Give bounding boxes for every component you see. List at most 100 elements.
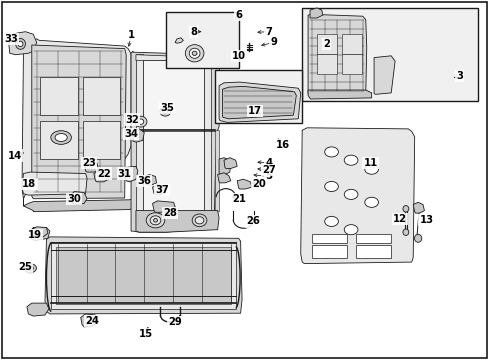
Polygon shape: [215, 130, 219, 211]
Bar: [142, 60, 204, 229]
Ellipse shape: [163, 109, 167, 114]
Text: 20: 20: [252, 179, 265, 189]
Polygon shape: [131, 51, 220, 232]
Text: 34: 34: [124, 129, 138, 139]
Text: 10: 10: [231, 51, 245, 61]
Ellipse shape: [27, 266, 33, 270]
Polygon shape: [309, 8, 322, 18]
Text: 14: 14: [7, 150, 22, 161]
Polygon shape: [216, 31, 237, 41]
Text: 11: 11: [363, 158, 377, 168]
Bar: [302, 8, 477, 101]
Text: 26: 26: [246, 216, 260, 226]
Ellipse shape: [364, 197, 378, 207]
Polygon shape: [217, 173, 230, 183]
Bar: [355, 245, 390, 258]
Ellipse shape: [160, 107, 170, 116]
Text: 1: 1: [127, 30, 134, 40]
Polygon shape: [212, 27, 238, 44]
Ellipse shape: [324, 181, 338, 192]
Polygon shape: [219, 158, 230, 175]
Ellipse shape: [185, 45, 203, 62]
Ellipse shape: [189, 48, 200, 58]
Polygon shape: [307, 14, 366, 95]
Bar: [316, 34, 337, 54]
Polygon shape: [222, 86, 296, 119]
Text: 36: 36: [137, 176, 151, 186]
Ellipse shape: [344, 189, 357, 199]
Polygon shape: [22, 39, 131, 199]
Bar: [215, 70, 302, 123]
Text: 7: 7: [265, 27, 272, 37]
Text: 31: 31: [118, 168, 131, 179]
Bar: [40, 77, 78, 115]
Bar: [166, 12, 238, 68]
Polygon shape: [45, 237, 242, 314]
Ellipse shape: [134, 116, 146, 127]
Text: 6: 6: [235, 10, 242, 20]
Ellipse shape: [195, 217, 203, 224]
Ellipse shape: [414, 234, 421, 242]
Ellipse shape: [364, 164, 378, 174]
Ellipse shape: [324, 147, 338, 157]
Ellipse shape: [402, 206, 408, 212]
Polygon shape: [136, 54, 142, 229]
Ellipse shape: [146, 213, 164, 228]
Polygon shape: [81, 314, 98, 327]
Polygon shape: [51, 242, 235, 309]
Polygon shape: [84, 160, 99, 172]
Ellipse shape: [192, 214, 206, 227]
Polygon shape: [237, 179, 251, 189]
Text: 35: 35: [160, 103, 174, 113]
Polygon shape: [71, 192, 87, 204]
Text: 13: 13: [419, 215, 432, 225]
Polygon shape: [30, 228, 50, 240]
Text: 23: 23: [82, 158, 96, 168]
Bar: [342, 54, 361, 74]
Text: 29: 29: [168, 317, 182, 327]
Ellipse shape: [16, 39, 25, 49]
Bar: [311, 234, 346, 243]
Ellipse shape: [24, 264, 36, 273]
Polygon shape: [133, 129, 144, 142]
Text: 2: 2: [323, 39, 329, 49]
Ellipse shape: [344, 155, 357, 165]
Text: 4: 4: [265, 158, 272, 168]
Text: 28: 28: [163, 208, 177, 218]
Ellipse shape: [150, 216, 161, 225]
Text: 16: 16: [275, 140, 289, 150]
Polygon shape: [32, 45, 126, 199]
Text: 9: 9: [270, 37, 277, 48]
Text: 24: 24: [85, 316, 99, 326]
Text: 5: 5: [265, 171, 272, 181]
Text: 37: 37: [155, 185, 169, 195]
Bar: [316, 54, 337, 74]
Polygon shape: [23, 199, 136, 212]
Polygon shape: [152, 184, 165, 195]
Polygon shape: [32, 227, 48, 237]
Bar: [311, 245, 346, 258]
Text: 30: 30: [67, 194, 81, 204]
Bar: [83, 121, 120, 159]
Bar: [83, 77, 120, 115]
Polygon shape: [136, 211, 219, 232]
Polygon shape: [175, 38, 183, 43]
Text: 15: 15: [139, 329, 152, 339]
Text: 19: 19: [28, 230, 42, 240]
Text: 12: 12: [392, 214, 406, 224]
Polygon shape: [224, 158, 237, 168]
Polygon shape: [373, 56, 394, 94]
Text: 8: 8: [190, 27, 197, 37]
Polygon shape: [27, 303, 49, 316]
Polygon shape: [300, 128, 414, 264]
Polygon shape: [412, 202, 424, 213]
Text: 21: 21: [232, 194, 246, 204]
Polygon shape: [204, 58, 211, 229]
Bar: [56, 247, 231, 304]
Polygon shape: [152, 201, 176, 212]
Ellipse shape: [324, 216, 338, 226]
Polygon shape: [22, 172, 87, 195]
Polygon shape: [9, 32, 37, 55]
Text: 3: 3: [455, 71, 462, 81]
Polygon shape: [219, 82, 300, 122]
